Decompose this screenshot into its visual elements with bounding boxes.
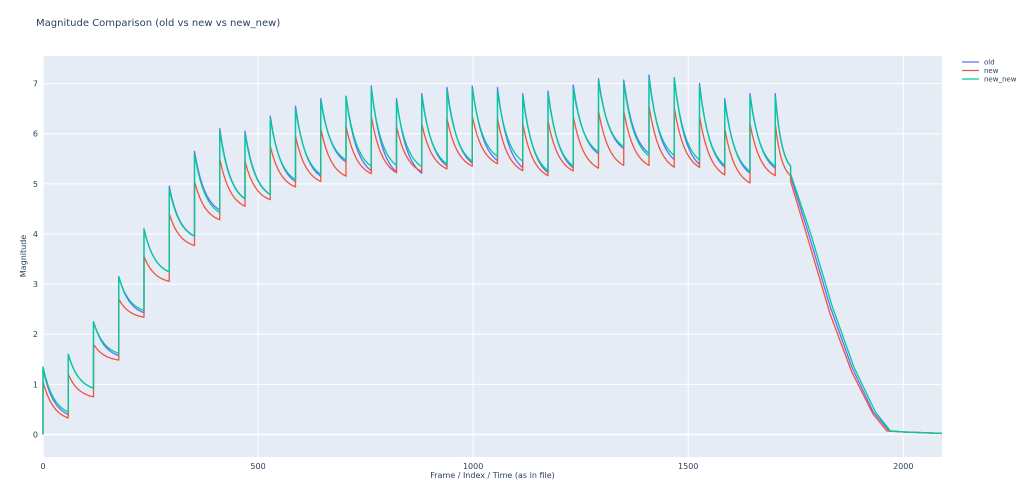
x-tick-label: 2000 xyxy=(893,462,913,471)
y-tick-label: 6 xyxy=(33,130,38,139)
series-line-new xyxy=(42,105,943,435)
series-line-new-new xyxy=(42,77,943,435)
x-axis-title: Frame / Index / Time (as in file) xyxy=(430,471,555,480)
chart-title: Magnitude Comparison (old vs new vs new_… xyxy=(36,18,280,29)
y-tick-label: 4 xyxy=(33,230,38,239)
y-tick-label: 7 xyxy=(33,80,38,89)
legend-item-new[interactable]: new xyxy=(962,67,999,75)
legend-label: new_new xyxy=(984,76,1017,84)
legend-label: new xyxy=(984,67,999,75)
x-tick-label: 1000 xyxy=(463,462,483,471)
series-lines xyxy=(42,74,943,435)
y-tick-label: 1 xyxy=(33,380,38,389)
legend-item-new-new[interactable]: new_new xyxy=(962,76,1017,84)
y-tick-label: 5 xyxy=(33,180,38,189)
legend-item-old[interactable]: old xyxy=(962,59,995,67)
x-tick-label: 1500 xyxy=(678,462,698,471)
y-tick-label: 2 xyxy=(33,330,38,339)
x-tick-label: 0 xyxy=(40,462,45,471)
y-axis-title: Magnitude xyxy=(19,235,28,277)
y-tick-label: 0 xyxy=(33,430,38,439)
x-tick-label: 500 xyxy=(250,462,265,471)
legend-label: old xyxy=(984,59,995,67)
y-tick-label: 3 xyxy=(33,280,38,289)
axis-ticks: 0 1 2 3 4 5 6 7 0 500 1000 1500 2000 xyxy=(33,80,914,471)
plot-area xyxy=(43,56,942,457)
